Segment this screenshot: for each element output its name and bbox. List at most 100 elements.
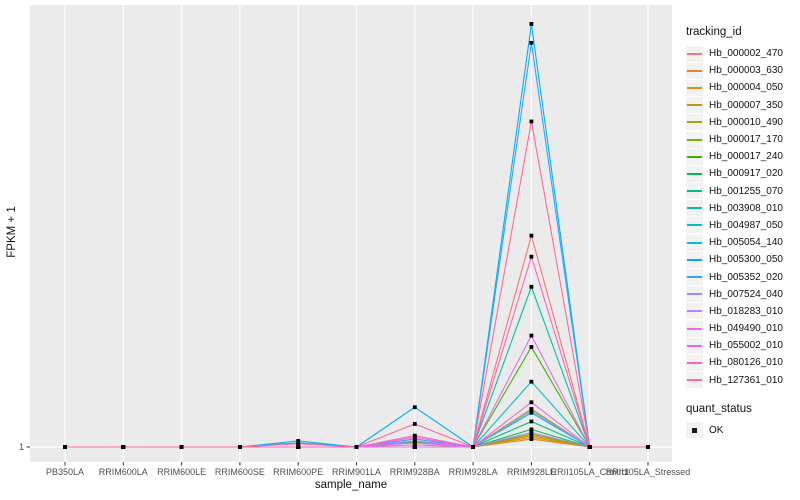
legend-item-label: Hb_000917_020 [709,168,783,180]
legend-key-icon [686,200,703,217]
data-point [529,119,534,124]
y-tick-label: 1 [19,442,24,452]
legend-item-label: Hb_000004_050 [709,82,783,94]
legend-item-label: Hb_005352_020 [709,271,783,283]
legend-item-label: Hb_000017_240 [709,151,783,163]
data-point [646,445,650,449]
legend-item-Hb_000010_490: Hb_000010_490 [686,114,798,131]
x-tick-label: RRIM600LA [99,467,148,477]
legend-item-Hb_000917_020: Hb_000917_020 [686,165,798,182]
legend-item-label: Hb_049490_010 [709,323,783,335]
legend-panel: tracking_id Hb_000002_470 Hb_000003_630 Hb… [686,26,798,439]
data-point [179,445,184,449]
data-point [471,445,475,449]
x-tick-label: RRIM901LA [332,467,381,477]
legend-item-Hb_007524_040: Hb_007524_040 [686,286,798,303]
legend-item-Hb_127361_010: Hb_127361_010 [686,372,798,389]
legend-item-Hb_001255_070: Hb_001255_070 [686,183,798,200]
data-point [529,419,534,424]
legend-key-icon [686,97,703,114]
legend-key-icon [686,372,703,389]
legend-item-label: Hb_000010_490 [709,116,783,128]
legend-key-icon [686,165,703,182]
legend-item-label: Hb_004987_050 [709,219,783,231]
data-point [121,445,126,449]
legend-item-label: Hb_000002_470 [709,48,783,60]
x-tick-label: RRIM600SE [215,467,265,477]
y-axis-title: FPKM + 1 [6,206,18,258]
legend-item-Hb_005300_050: Hb_005300_050 [686,251,798,268]
legend-key-icon [686,217,703,234]
legend-item-Hb_000007_350: Hb_000007_350 [686,97,798,114]
legend-key-icon [686,131,703,148]
legend-key-icon [686,45,703,62]
x-tick-label: RRIM600PE [273,467,323,477]
legend-item-Hb_080126_010: Hb_080126_010 [686,354,798,371]
legend-key-icon [686,148,703,165]
legend-quant-status: quant_status OK [686,403,798,439]
x-tick-label: PB350LA [46,467,84,477]
data-point [529,379,534,384]
data-point [296,441,301,446]
legend-item-Hb_000017_170: Hb_000017_170 [686,131,798,148]
data-point [296,439,301,443]
data-point [412,433,417,438]
x-axis-title: sample_name [314,479,388,491]
x-tick-label: RRII105LA_Stressed [606,467,691,477]
legend-items: Hb_000002_470 Hb_000003_630 Hb_000004_050 H… [686,45,798,389]
legend-key-icon [686,62,703,79]
legend-key-icon [686,286,703,303]
data-point [529,400,534,405]
legend-key-icon [686,337,703,354]
data-point [412,445,417,449]
data-point [529,254,534,259]
legend-item-Hb_018283_010: Hb_018283_010 [686,303,798,320]
data-point [63,445,67,449]
legend-item-Hb_000002_470: Hb_000002_470 [686,45,798,62]
x-tick-label: RRIM928LA [449,467,498,477]
legend-key-icon [686,303,703,320]
data-point [412,405,417,410]
legend-item-Hb_004987_050: Hb_004987_050 [686,217,798,234]
legend-item-ok: OK [686,422,798,439]
legend-item-label: Hb_000017_170 [709,134,783,146]
legend-item-label: Hb_018283_010 [709,305,783,317]
x-tick-label: RRIM928LE [507,467,556,477]
legend-key-icon [686,251,703,268]
data-point [412,442,417,447]
data-point [587,445,592,449]
legend-item-label: Hb_055002_010 [709,340,783,352]
legend-item-Hb_049490_010: Hb_049490_010 [686,320,798,337]
x-tick-label: RRIM600LE [157,467,206,477]
data-point [529,284,534,289]
data-point [412,439,417,443]
legend-key-icon [686,320,703,337]
legend-item-label: Hb_000007_350 [709,99,783,111]
legend-item-label: Hb_005300_050 [709,254,783,266]
data-point [529,333,534,338]
data-point [529,430,534,435]
plot-panel [30,5,672,462]
legend-item-label: Hb_000003_630 [709,65,783,77]
legend-key-icon [686,269,703,286]
legend-item-Hb_055002_010: Hb_055002_010 [686,337,798,354]
x-tick-label: RRII105LA_Control [551,467,629,477]
legend-key-icon [686,183,703,200]
legend-item-label: Hb_127361_010 [709,374,783,386]
data-point [529,427,534,432]
legend-item-label: Hb_003908_010 [709,202,783,214]
legend-key-icon [686,354,703,371]
data-point [296,445,301,449]
legend-item-Hb_005352_020: Hb_005352_020 [686,268,798,286]
legend-title-tracking-id: tracking_id [686,26,742,38]
legend-key-icon [686,234,703,251]
legend-item-label: Hb_080126_010 [709,357,783,369]
legend-title-quant-status: quant_status [686,402,752,415]
data-point [354,445,359,449]
legend-item-Hb_000003_630: Hb_000003_630 [686,62,798,79]
legend-item-Hb_005054_140: Hb_005054_140 [686,234,798,251]
x-tick-label: RRIM928BA [390,467,440,477]
legend-key-icon [686,79,703,96]
